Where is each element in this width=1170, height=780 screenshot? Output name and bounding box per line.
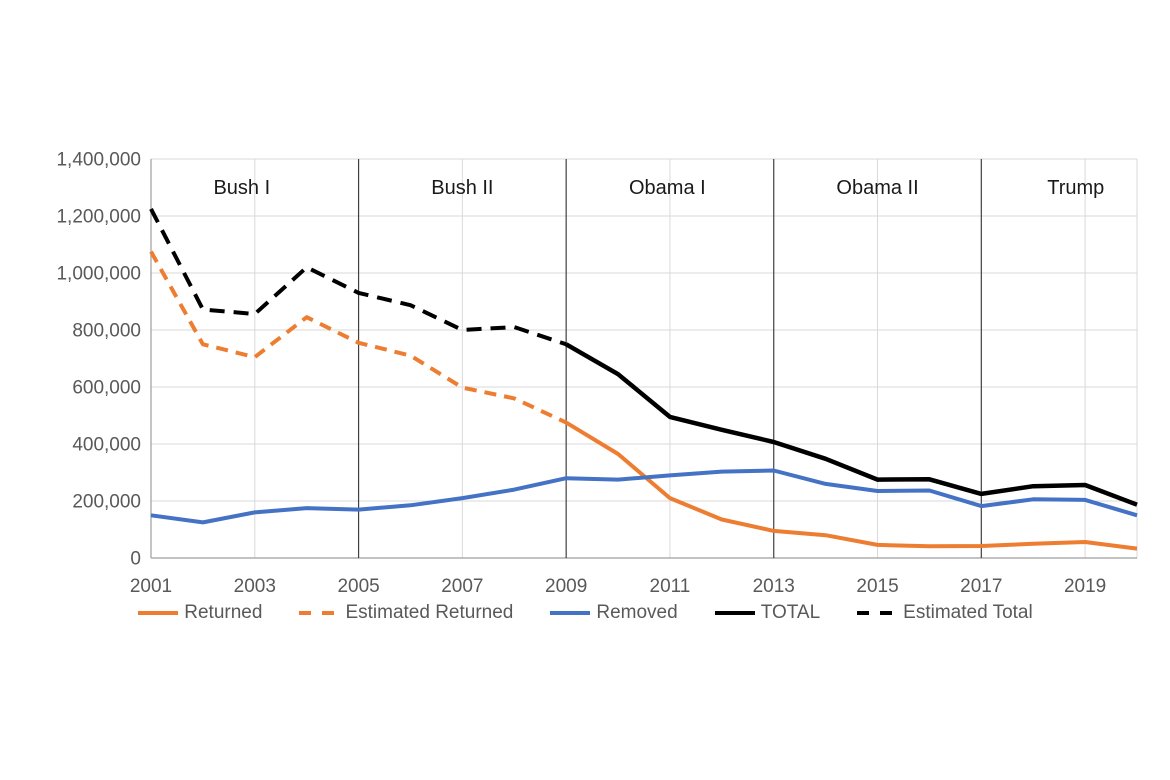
legend-label: Returned: [184, 602, 263, 623]
legend-label: Removed: [596, 602, 678, 623]
x-tick-label: 2005: [337, 576, 379, 597]
legend-marker-returned: [138, 611, 179, 615]
y-tick-label: 0: [130, 549, 141, 570]
x-tick-label: 2011: [650, 576, 691, 597]
legend-item-estimated-returned: Estimated Returned: [298, 602, 513, 624]
legend-marker-estimated-returned: [299, 611, 340, 615]
legend-marker-removed: [550, 611, 591, 615]
era-label: Obama II: [836, 177, 918, 199]
era-label: Obama I: [629, 177, 706, 199]
x-tick-label: 2007: [441, 576, 483, 597]
series-line-estimated-returned: [149, 250, 568, 425]
y-tick-label: 1,400,000: [56, 150, 141, 171]
y-tick-label: 1,200,000: [56, 207, 141, 228]
y-tick-label: 200,000: [72, 492, 141, 513]
legend-item-returned: Returned: [137, 602, 262, 624]
x-tick-label: 2017: [960, 576, 1002, 597]
y-tick-label: 600,000: [72, 378, 141, 399]
series-line-total: [565, 342, 1138, 507]
series-line-estimated-total: [149, 207, 567, 347]
legend-label: TOTAL: [760, 602, 821, 623]
legend-item-estimated-total: Estimated Total: [856, 602, 1033, 624]
legend-label: Estimated Returned: [345, 602, 514, 623]
y-tick-label: 800,000: [72, 321, 141, 342]
legend-label: Estimated Total: [903, 602, 1033, 623]
legend-marker-estimated-total: [857, 611, 898, 615]
legend-item-removed: Removed: [549, 602, 678, 624]
era-label: Bush II: [431, 177, 493, 199]
y-tick-label: 400,000: [72, 435, 141, 456]
x-tick-label: 2003: [234, 576, 276, 597]
legend: Returned Estimated Returned Removed TOTAL Es…: [0, 602, 1170, 624]
series-line-removed: [150, 468, 1138, 525]
legend-item-total: TOTAL: [714, 602, 820, 624]
x-tick-label: 2001: [130, 576, 172, 597]
y-tick-label: 1,000,000: [56, 264, 141, 285]
x-tick-label: 2019: [1064, 576, 1106, 597]
x-tick-label: 2009: [545, 576, 587, 597]
series-line-returned: [565, 420, 1138, 551]
legend-marker-total: [714, 611, 755, 615]
x-tick-label: 2015: [856, 576, 898, 597]
era-label: Bush I: [213, 177, 270, 199]
era-label: Trump: [1047, 177, 1104, 199]
x-tick-label: 2013: [753, 576, 795, 597]
